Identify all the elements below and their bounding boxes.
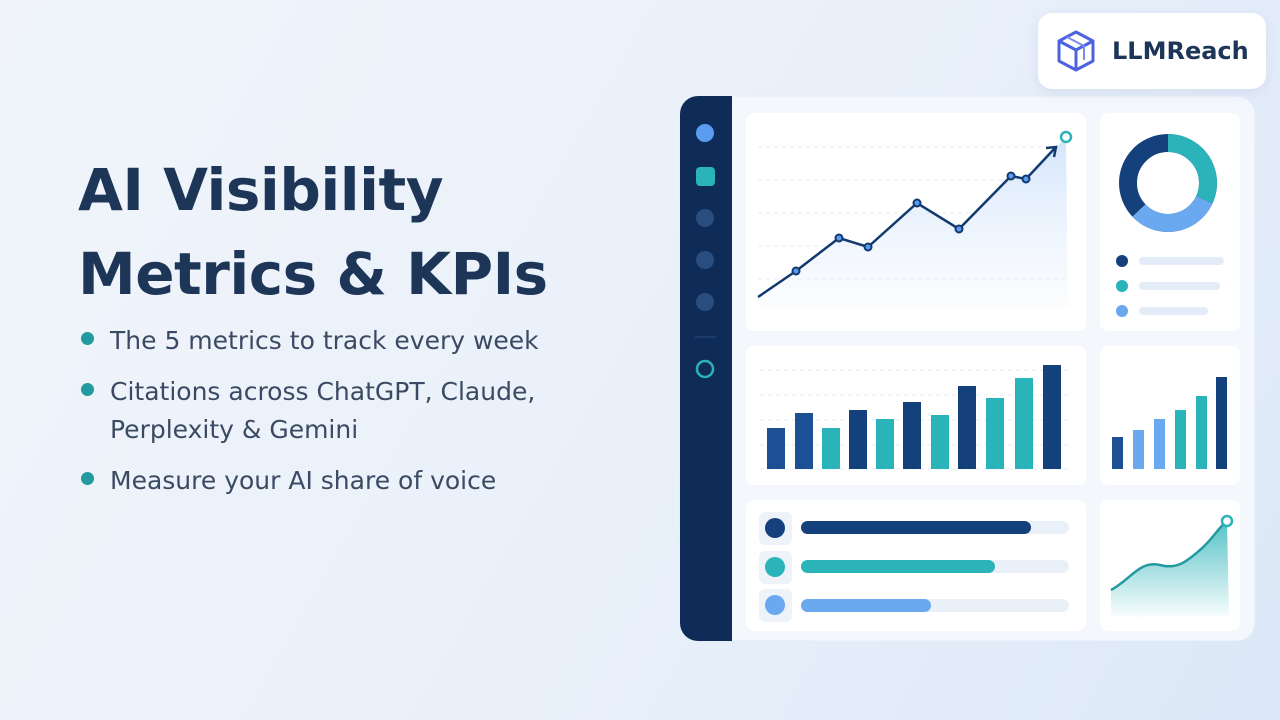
sidebar-icon [696,167,715,186]
sidebar-icon [696,124,714,142]
bullet: Citations across ChatGPT, Claude, Perple… [80,373,600,449]
bar [1043,365,1061,469]
bar [1133,430,1144,469]
end-point [1220,514,1234,528]
bar [795,413,813,469]
donut [1119,134,1217,232]
small-area [1111,521,1229,617]
point [834,233,844,243]
legend-bar [1139,282,1220,290]
end-point [1059,130,1073,144]
bar [822,428,840,469]
legend-dot [1116,305,1128,317]
bar [1175,410,1186,469]
sidebar [680,96,732,641]
sidebar-icon [695,359,715,379]
bar [1154,419,1165,469]
bar [903,402,921,469]
legend-dot [1116,280,1128,292]
icon [765,595,785,615]
progress [801,560,995,573]
bar [1112,437,1123,469]
bar [1216,377,1227,469]
point [1021,174,1031,184]
headline: AI Visibility Metrics & KPIs [78,156,548,308]
legend-bar [1139,307,1208,315]
legend-bar [1139,257,1224,265]
progress [801,599,931,612]
points [791,171,1031,276]
logo-icon [1057,30,1095,72]
bar [958,386,976,469]
line-area [758,137,1068,307]
brand-name: LLMReach [1112,37,1249,65]
sidebar-icon [696,251,714,269]
bullet-list: The 5 metrics to track every week Citati… [80,322,600,513]
bar [1015,378,1033,469]
point [912,198,922,208]
point [863,242,873,252]
small-bars [1112,377,1227,469]
bars [767,365,1061,469]
arrow-head [1045,145,1058,158]
icon [765,557,785,577]
point [1006,171,1016,181]
legend-dot [1116,255,1128,267]
bar [767,428,785,469]
point [954,224,964,234]
panels [746,113,1240,631]
donut-segment [1119,134,1217,232]
progress-list [759,512,1069,622]
progress [801,521,1031,534]
bar [931,415,949,469]
bar [986,398,1004,469]
logo: LLMReach [1038,13,1266,89]
sidebar-icon [696,209,714,227]
bullet: Measure your AI share of voice [80,462,600,500]
sidebar-icon [696,293,714,311]
bar [876,419,894,469]
point [791,266,801,276]
donut-segment [1119,134,1217,232]
icon [765,518,785,538]
bar [1196,396,1207,469]
small-line [1110,520,1228,592]
bullet: The 5 metrics to track every week [80,322,600,360]
bar [849,410,867,469]
